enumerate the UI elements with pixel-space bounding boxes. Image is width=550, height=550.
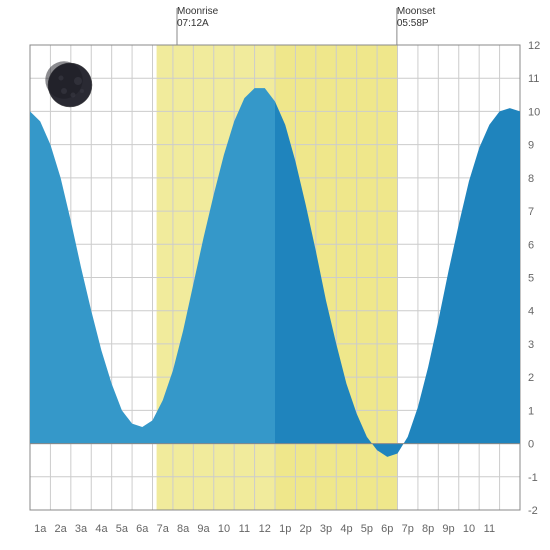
moonrise-label: Moonrise [177,6,219,17]
y-tick-label: 6 [528,239,534,251]
x-tick-label: 9a [197,523,210,535]
tide-chart: -2-101234567891011121a2a3a4a5a6a7a8a9a10… [0,0,550,550]
x-tick-label: 8a [177,523,190,535]
x-tick-label: 3p [320,523,332,535]
moonset-time: 05:58P [397,18,429,29]
x-tick-label: 4p [340,523,352,535]
moonrise-time: 07:12A [177,18,209,29]
x-tick-label: 11 [239,523,250,535]
x-tick-label: 2p [300,523,312,535]
moon-phase-icon [45,61,92,107]
x-tick-label: 11 [484,523,495,535]
x-tick-label: 9p [442,523,454,535]
y-tick-label: 8 [528,173,534,185]
y-tick-label: 0 [528,439,534,451]
moonset-label: Moonset [397,6,436,17]
y-tick-label: 1 [528,405,534,417]
x-tick-label: 1a [34,523,47,535]
y-tick-label: -1 [528,472,538,484]
x-tick-label: 4a [95,523,108,535]
y-tick-label: 12 [528,40,540,52]
y-tick-label: -2 [528,505,538,517]
y-tick-label: 9 [528,140,534,152]
y-tick-label: 11 [528,73,539,85]
y-tick-label: 4 [528,306,534,318]
x-tick-label: 7p [402,523,414,535]
x-tick-label: 7a [157,523,170,535]
x-tick-label: 8p [422,523,434,535]
x-tick-label: 6a [136,523,149,535]
x-tick-label: 10 [218,523,230,535]
y-tick-label: 3 [528,339,534,351]
x-tick-label: 2a [55,523,68,535]
x-tick-label: 10 [463,523,475,535]
y-tick-label: 5 [528,273,534,285]
x-tick-label: 5p [361,523,373,535]
x-tick-label: 6p [381,523,393,535]
y-tick-label: 2 [528,372,534,384]
x-tick-label: 12 [259,523,271,535]
x-tick-label: 1p [279,523,291,535]
y-tick-label: 7 [528,206,534,218]
x-tick-label: 3a [75,523,88,535]
x-tick-label: 5a [116,523,129,535]
y-tick-label: 10 [528,106,540,118]
